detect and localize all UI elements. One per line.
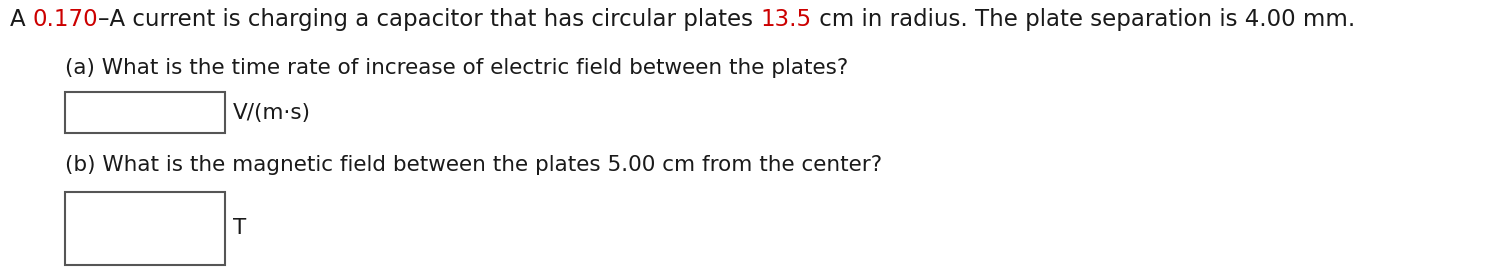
Text: (b) What is the magnetic field between the plates 5.00 cm from the center?: (b) What is the magnetic field between t… <box>65 155 881 175</box>
Text: A: A <box>11 8 33 31</box>
Text: 13.5: 13.5 <box>761 8 812 31</box>
Bar <box>65 92 225 133</box>
Text: cm in radius. The plate separation is 4.00 mm.: cm in radius. The plate separation is 4.… <box>812 8 1355 31</box>
Text: 0.170: 0.170 <box>33 8 98 31</box>
Text: T: T <box>233 219 246 238</box>
Text: (a) What is the time rate of increase of electric field between the plates?: (a) What is the time rate of increase of… <box>65 58 848 78</box>
Text: V/(m·s): V/(m·s) <box>233 102 311 122</box>
Text: –A current is charging a capacitor that has circular plates: –A current is charging a capacitor that … <box>98 8 761 31</box>
Bar <box>65 192 225 265</box>
